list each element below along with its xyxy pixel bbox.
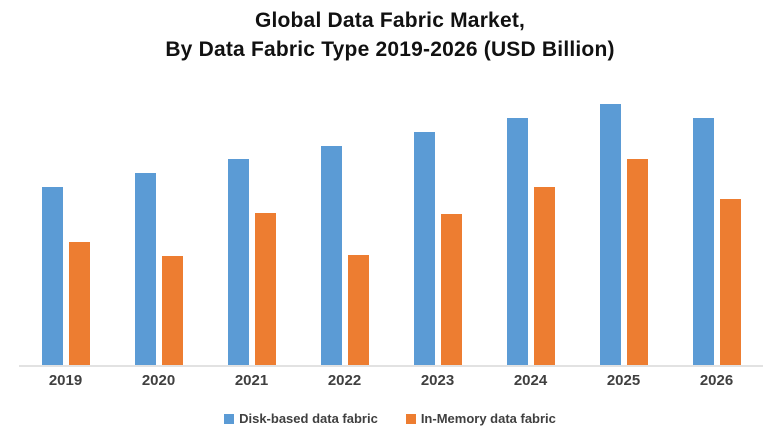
x-axis-label-2025: 2025 bbox=[606, 372, 641, 389]
bar-in-memory-data-fabric-2023 bbox=[440, 214, 462, 365]
chart-title: Global Data Fabric Market, By Data Fabri… bbox=[0, 6, 780, 64]
bar-disk-based-data-fabric-2025 bbox=[599, 104, 621, 365]
bar-group-2021 bbox=[205, 90, 298, 365]
bar-in-memory-data-fabric-2025 bbox=[626, 159, 648, 365]
bar-disk-based-data-fabric-2026 bbox=[692, 118, 714, 365]
bar-disk-based-data-fabric-2024 bbox=[506, 118, 528, 365]
legend: Disk-based data fabric In-Memory data fab… bbox=[0, 411, 780, 426]
legend-label: Disk-based data fabric bbox=[239, 411, 378, 426]
bar-in-memory-data-fabric-2022 bbox=[347, 255, 369, 365]
x-axis-label-2024: 2024 bbox=[513, 372, 548, 389]
bar-group-2019 bbox=[19, 90, 112, 365]
bar-group-2026 bbox=[670, 90, 763, 365]
plot-area bbox=[19, 90, 763, 367]
bar-group-2023 bbox=[391, 90, 484, 365]
x-axis-label-2021: 2021 bbox=[234, 372, 269, 389]
bar-in-memory-data-fabric-2019 bbox=[68, 242, 90, 365]
legend-swatch-icon bbox=[405, 413, 416, 424]
bar-in-memory-data-fabric-2020 bbox=[161, 256, 183, 365]
bar-disk-based-data-fabric-2020 bbox=[134, 173, 156, 365]
legend-swatch-icon bbox=[224, 413, 235, 424]
bar-group-2022 bbox=[298, 90, 391, 365]
x-axis-label-2023: 2023 bbox=[420, 372, 455, 389]
bar-disk-based-data-fabric-2019 bbox=[41, 187, 63, 365]
bar-group-2020 bbox=[112, 90, 205, 365]
x-axis-label-2026: 2026 bbox=[699, 372, 734, 389]
bar-disk-based-data-fabric-2023 bbox=[413, 132, 435, 365]
x-axis-label-2022: 2022 bbox=[327, 372, 362, 389]
legend-item-disk-based-data-fabric: Disk-based data fabric bbox=[224, 411, 378, 426]
bar-group-2024 bbox=[484, 90, 577, 365]
bar-disk-based-data-fabric-2022 bbox=[320, 146, 342, 365]
bar-disk-based-data-fabric-2021 bbox=[227, 159, 249, 365]
x-axis-labels: 2019 2020 2021 2022 2023 2024 2025 2026 bbox=[19, 372, 763, 389]
x-axis-label-2020: 2020 bbox=[141, 372, 176, 389]
chart-title-line2: By Data Fabric Type 2019-2026 (USD Billi… bbox=[165, 38, 615, 61]
legend-item-in-memory-data-fabric: In-Memory data fabric bbox=[405, 411, 556, 426]
bar-in-memory-data-fabric-2021 bbox=[254, 213, 276, 365]
bar-in-memory-data-fabric-2024 bbox=[533, 187, 555, 365]
chart-title-line1: Global Data Fabric Market, bbox=[254, 9, 526, 32]
legend-label: In-Memory data fabric bbox=[420, 411, 556, 426]
bar-group-2025 bbox=[577, 90, 670, 365]
bar-in-memory-data-fabric-2026 bbox=[719, 199, 741, 365]
x-axis-label-2019: 2019 bbox=[48, 372, 83, 389]
